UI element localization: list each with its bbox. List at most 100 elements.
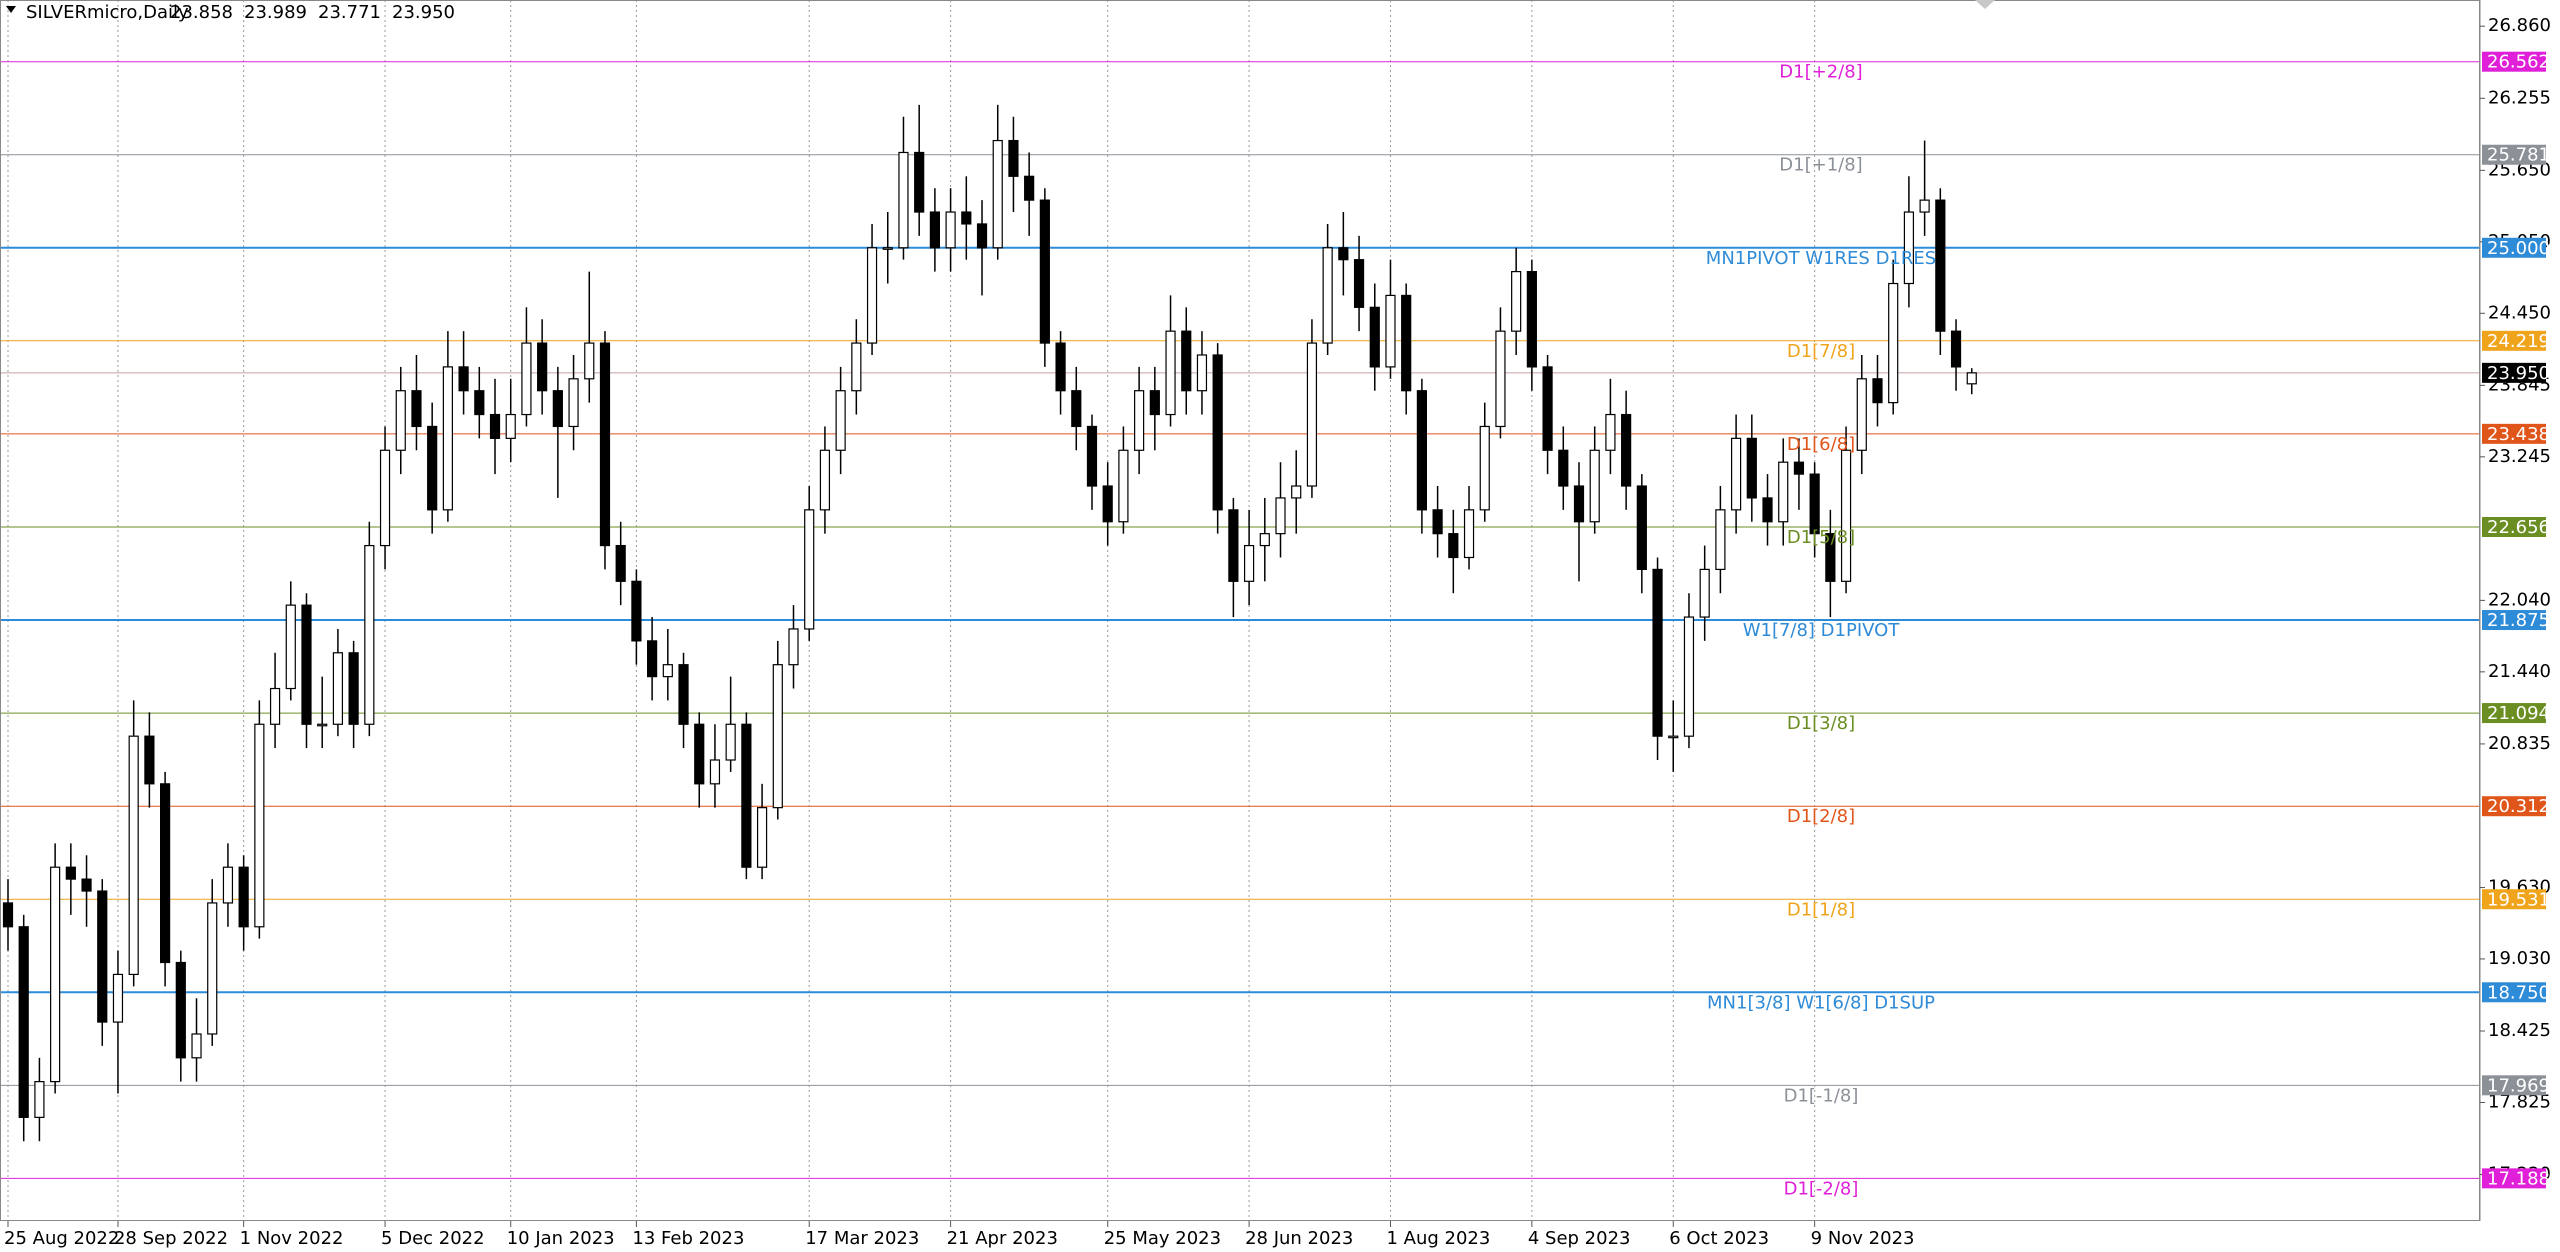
candle-body (866, 247, 878, 344)
level-badge-label: 17.969 (2487, 1075, 2550, 1096)
level-badge-label: 21.094 (2487, 703, 2550, 724)
x-tick-label: 10 Jan 2023 (507, 1228, 615, 1249)
level-label: D1[7/8] (1787, 341, 1855, 362)
candle-body (505, 413, 516, 439)
candle-body (1196, 354, 1208, 392)
candle-body (756, 807, 768, 868)
level-label: D1[1/8] (1787, 899, 1855, 920)
candle-body (207, 902, 218, 1035)
level-badge (2482, 982, 2546, 1003)
candle-body (50, 866, 61, 1083)
candle-body (1589, 449, 1600, 523)
candle-body (222, 866, 234, 904)
candle-body (599, 342, 611, 547)
candle-body (1746, 437, 1757, 499)
candle-body (395, 390, 406, 451)
level-badge (2482, 1075, 2546, 1096)
candle-body (2, 902, 14, 928)
level-badge (2482, 144, 2546, 165)
candle-body (819, 449, 831, 511)
level-badge (2482, 51, 2546, 72)
candle-body (1259, 533, 1270, 547)
candle-body (81, 878, 92, 892)
candle-body (411, 390, 422, 428)
candle-body (1228, 509, 1239, 582)
candle-body (662, 664, 673, 678)
candle-body (1243, 544, 1255, 582)
candle-body (332, 652, 344, 725)
level-badge (2482, 796, 2546, 817)
candle-body (709, 759, 721, 785)
candle-body (1840, 449, 1852, 582)
candle-body (1149, 390, 1160, 416)
candle-body (584, 342, 595, 380)
level-badge (2482, 889, 2546, 910)
level-label: D1[5/8] (1787, 527, 1855, 548)
level-badge (2482, 516, 2546, 537)
candle-body (961, 211, 972, 225)
candle-body (741, 723, 752, 868)
ohlc-value: 23.989 (244, 2, 307, 23)
level-badge-label: 26.562 (2487, 52, 2550, 73)
menu-arrow[interactable] (6, 6, 16, 13)
x-tick-label: 28 Jun 2023 (1245, 1228, 1353, 1249)
candle-body (1605, 413, 1616, 451)
candle-body (1699, 568, 1710, 618)
level-label: D1[6/8] (1787, 434, 1855, 455)
candle-body (65, 866, 76, 880)
candle-body (1212, 354, 1223, 511)
x-tick-label: 25 Aug 2022 (4, 1228, 119, 1249)
level-badge-label: 25.000 (2487, 238, 2550, 259)
candle-body (521, 342, 532, 416)
y-tick-label: 26.860 (2488, 15, 2551, 36)
candle-body (1134, 390, 1145, 451)
candle-body (725, 723, 736, 761)
candle-body (1306, 342, 1318, 487)
candle-body (112, 973, 124, 1023)
candle-body (568, 378, 579, 428)
candle-body (285, 604, 296, 690)
level-badge (2482, 610, 2546, 631)
level-badge (2482, 330, 2546, 351)
candle-body (1950, 330, 1962, 368)
candle-body (301, 604, 312, 725)
level-badge (2482, 1168, 2546, 1189)
y-tick-label: 18.425 (2488, 1020, 2551, 1041)
x-tick-label: 1 Aug 2023 (1386, 1228, 1490, 1249)
candle-body (1652, 568, 1663, 737)
candle-body (552, 390, 563, 428)
shift-marker[interactable] (1975, 0, 1995, 9)
candle-body (1573, 485, 1585, 523)
price-badge-label: 23.950 (2487, 363, 2550, 384)
candle-body (914, 151, 925, 213)
candle-body (678, 664, 689, 725)
candle-body (1825, 533, 1836, 582)
candle-body (1416, 390, 1428, 511)
candle-body (254, 723, 265, 928)
candle-body (1401, 294, 1412, 392)
candle-body (128, 735, 139, 976)
candle-body (945, 211, 956, 249)
level-badge-label: 23.438 (2487, 424, 2550, 445)
candle-body (1621, 413, 1632, 487)
level-badge (2482, 703, 2546, 724)
candle-body (804, 509, 815, 630)
candle-body (1165, 330, 1176, 416)
candle-body (1118, 449, 1129, 523)
x-tick-label: 25 May 2023 (1104, 1228, 1221, 1249)
candle-body (427, 425, 438, 511)
candle-body (34, 1081, 45, 1118)
candle-body (18, 926, 29, 1118)
candle-body (1856, 378, 1867, 451)
candle-body (317, 723, 328, 727)
candle-body (1291, 485, 1302, 499)
candle-body (976, 223, 988, 249)
candle-body (269, 687, 281, 725)
ohlc-value: 23.858 (170, 2, 233, 23)
level-badge-label: 20.312 (2487, 796, 2550, 817)
chart-title: SILVERmicro,Daily (26, 2, 189, 23)
candle-body (647, 640, 658, 678)
level-badge-label: 18.750 (2487, 982, 2550, 1003)
candle-body (1479, 425, 1490, 511)
